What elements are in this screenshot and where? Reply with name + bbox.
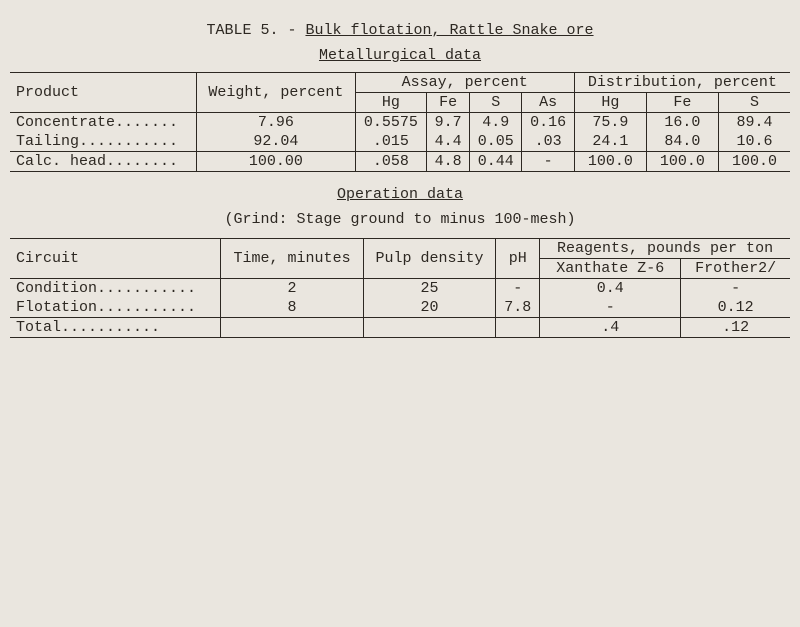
table-title: TABLE 5. - Bulk flotation, Rattle Snake … (10, 22, 790, 39)
col-assay: Assay, percent (355, 73, 574, 93)
col-ph: pH (496, 239, 540, 279)
table-row-total: Calc. head........ 100.00 .058 4.8 0.44 … (10, 152, 790, 172)
col-reagents: Reagents, pounds per ton (540, 239, 790, 259)
col-xanthate: Xanthate Z-6 (540, 259, 681, 279)
col-dist: Distribution, percent (574, 73, 790, 93)
table-row: Concentrate....... 7.96 0.5575 9.7 4.9 0… (10, 113, 790, 133)
title-prefix: TABLE 5. - (206, 22, 305, 39)
col-assay-as: As (522, 93, 574, 113)
col-product: Product (10, 73, 197, 113)
subhead-op: Operation data (10, 186, 790, 203)
table-row: Flotation........... 8 20 7.8 - 0.12 (10, 298, 790, 318)
table-row: Condition........... 2 25 - 0.4 - (10, 279, 790, 299)
table-row-total: Total........... .4 .12 (10, 318, 790, 338)
col-assay-hg: Hg (355, 93, 427, 113)
title-main: Bulk flotation, Rattle Snake ore (305, 22, 593, 39)
col-assay-s: S (470, 93, 522, 113)
col-dist-fe: Fe (646, 93, 718, 113)
col-circuit: Circuit (10, 239, 221, 279)
operation-table: Circuit Time, minutes Pulp density pH Re… (10, 238, 790, 338)
col-assay-fe: Fe (427, 93, 470, 113)
col-dist-hg: Hg (574, 93, 646, 113)
col-time: Time, minutes (221, 239, 363, 279)
col-weight: Weight, percent (197, 73, 355, 113)
subhead-met: Metallurgical data (10, 47, 790, 64)
metallurgical-table: Product Weight, percent Assay, percent D… (10, 72, 790, 172)
col-pulp: Pulp density (363, 239, 496, 279)
col-dist-s: S (718, 93, 790, 113)
col-frother: Frother2/ (681, 259, 790, 279)
table-row: Tailing........... 92.04 .015 4.4 0.05 .… (10, 132, 790, 152)
grind-note: (Grind: Stage ground to minus 100-mesh) (10, 211, 790, 228)
